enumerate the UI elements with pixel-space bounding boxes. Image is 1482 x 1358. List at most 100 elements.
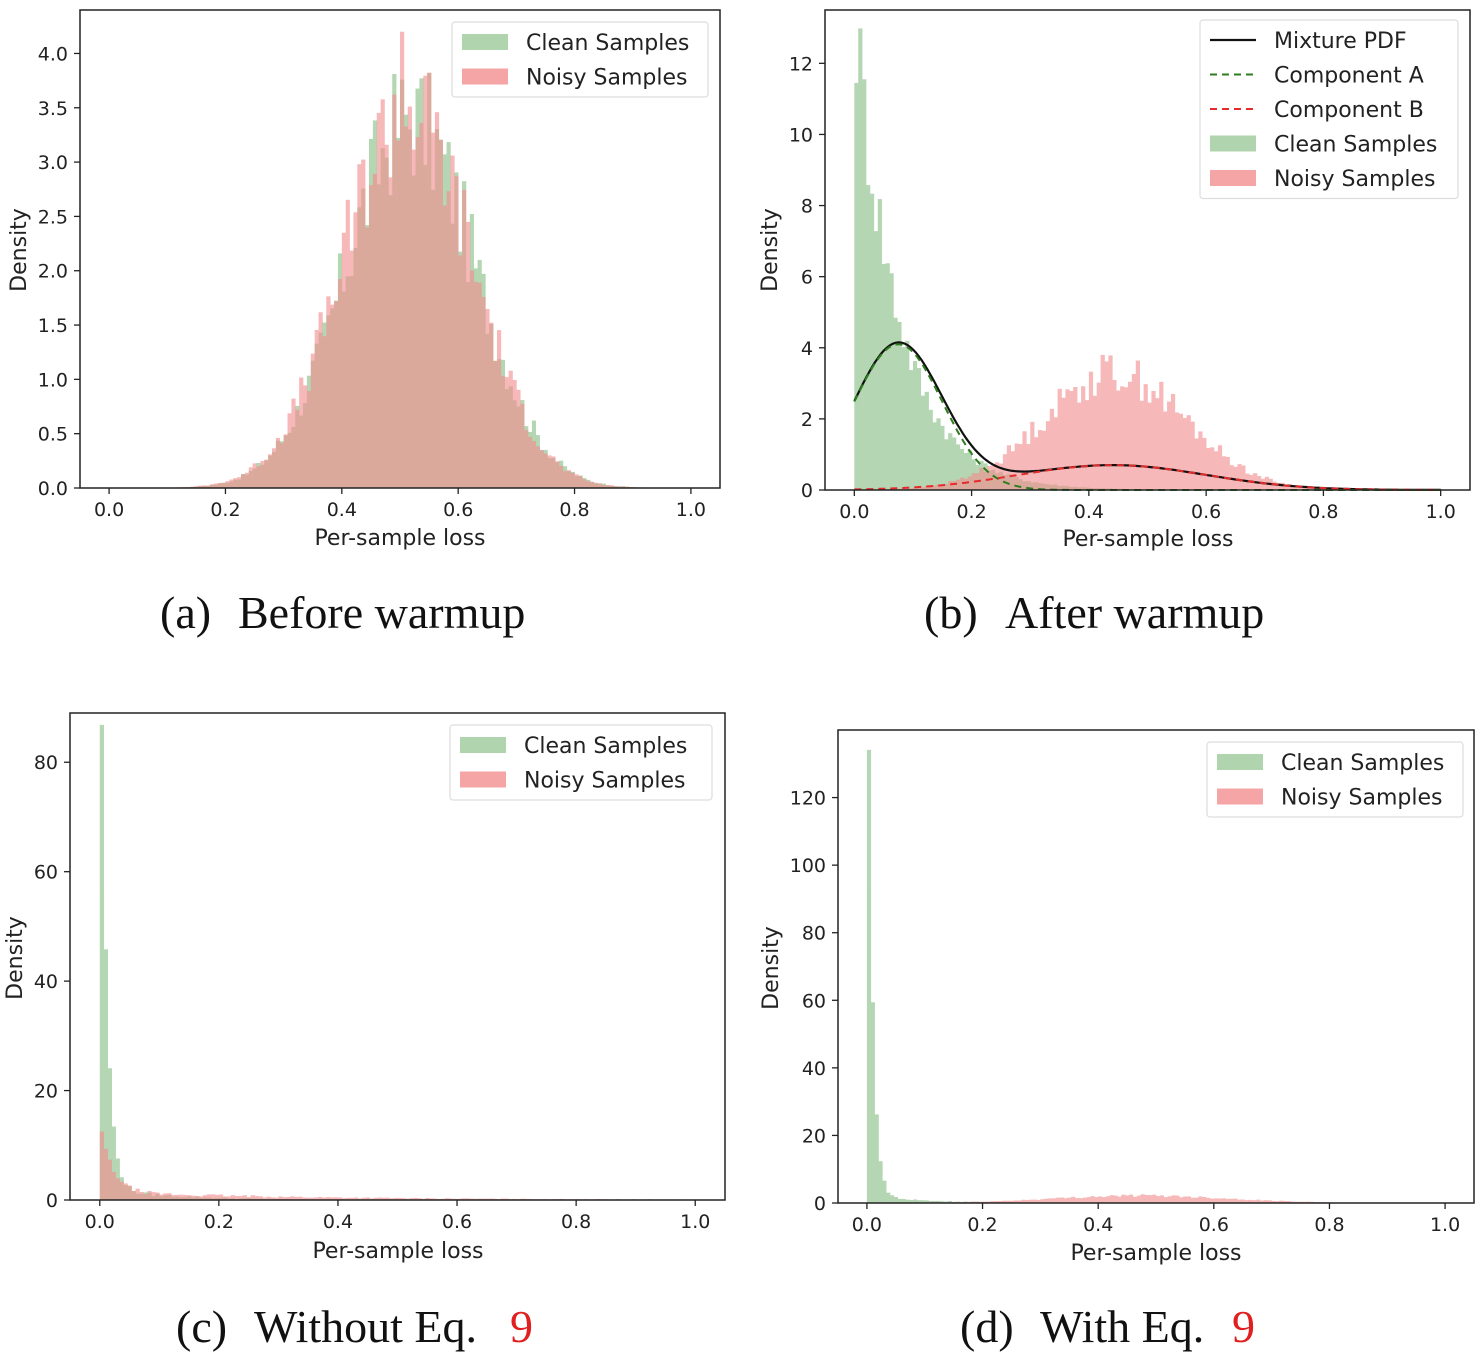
x-axis-label: Per-sample loss: [312, 1239, 483, 1264]
histogram-bar: [578, 476, 583, 488]
equation-ref-link[interactable]: 9: [1232, 1301, 1255, 1352]
histogram-bar: [1120, 386, 1125, 490]
x-tick-label: 0.2: [956, 501, 986, 523]
x-tick-label: 0.0: [85, 1211, 115, 1233]
histogram-bar: [1217, 445, 1223, 490]
equation-ref-link[interactable]: 9: [510, 1301, 533, 1352]
series-noisy: [99, 1131, 696, 1200]
histogram-bar: [1233, 466, 1238, 490]
histogram-bar: [885, 263, 890, 490]
histogram-bar: [286, 1196, 291, 1200]
y-tick-label: 60: [802, 990, 826, 1012]
plot-area: 0.0 0.2 0.4 0.6 0.8 1.0 0 20 40 60 80 100 120 Clean S…: [790, 729, 1475, 1236]
legend: Mixture PDF Component A Component B Clean S…: [1199, 19, 1459, 200]
histogram-bar: [99, 724, 105, 1200]
y-tick-label: 4: [801, 338, 813, 360]
histogram-bar: [135, 1188, 140, 1200]
histogram-bar: [613, 486, 618, 488]
histogram-bar: [1190, 421, 1195, 490]
histogram-bar: [368, 185, 374, 488]
histogram-bar: [1057, 388, 1062, 490]
y-tick-label: 0.0: [38, 478, 68, 500]
histogram-bar: [1148, 1195, 1153, 1203]
histogram-bar: [461, 1198, 466, 1200]
histogram-bar: [1167, 1196, 1172, 1203]
histogram-bar: [1124, 387, 1129, 490]
histogram-bar: [1040, 1199, 1045, 1203]
legend-swatch: [462, 68, 508, 85]
histogram-bar: [959, 477, 965, 490]
histogram-bar: [357, 164, 362, 488]
histogram-bar: [882, 1180, 887, 1203]
histogram-bar: [381, 1197, 386, 1200]
histogram-bar: [115, 1178, 120, 1200]
histogram-bar: [365, 1197, 371, 1200]
histogram-bar: [932, 485, 937, 490]
histogram-bar: [123, 1183, 128, 1200]
histogram-bar: [287, 413, 292, 488]
histogram-bar: [401, 1198, 406, 1200]
histogram-bar: [881, 263, 886, 490]
panel-a: 0.0 0.2 0.4 0.6 0.8 1.0 0.0 0.5 1.0 1.5 2.0 2.5 3.0 3…: [7, 9, 721, 638]
histogram-bar: [1088, 371, 1094, 490]
histogram-bar: [275, 437, 281, 488]
histogram-bar: [392, 94, 397, 488]
y-tick-label: 10: [789, 124, 813, 146]
histogram-bar: [464, 1198, 470, 1200]
histogram-bar: [1005, 1200, 1010, 1203]
histogram-bar: [1186, 415, 1191, 490]
histogram-bar: [1024, 1199, 1030, 1203]
histogram-bar: [1065, 389, 1070, 490]
legend-frame: [451, 21, 709, 98]
y-tick-label: 0: [46, 1190, 58, 1212]
y-tick-label: 2: [801, 409, 813, 431]
histogram-bar: [597, 483, 602, 488]
histogram-bar: [1140, 1194, 1145, 1203]
histogram-bar: [1263, 1200, 1269, 1203]
histogram-bar: [171, 1195, 176, 1200]
histogram-bar: [380, 99, 385, 488]
histogram-bar: [1319, 488, 1324, 490]
histogram-bar: [893, 317, 898, 490]
histogram-bar: [349, 1197, 355, 1200]
histogram-bar: [409, 1198, 414, 1200]
histogram-bar: [508, 370, 513, 488]
histogram-bar: [1082, 1197, 1087, 1203]
histogram-bar: [570, 472, 575, 488]
x-axis-label: Per-sample loss: [1070, 1241, 1241, 1266]
histogram-bar: [151, 1192, 156, 1200]
histogram-bar: [1034, 437, 1039, 490]
histogram-bar: [1311, 487, 1316, 490]
x-tick-label: 0.6: [442, 1211, 472, 1233]
histogram-bar: [1210, 447, 1215, 490]
histogram-bar: [504, 377, 509, 488]
histogram-bar: [928, 1200, 933, 1203]
histogram-bar: [244, 472, 250, 488]
legend-entry-label: Component B: [1274, 98, 1424, 123]
histogram-bar: [500, 375, 506, 488]
histogram-bar: [384, 144, 389, 489]
y-tick-label: 8: [801, 196, 813, 218]
histogram-bar: [1287, 1201, 1292, 1203]
histogram-bar: [1051, 1198, 1057, 1203]
series-clean: [99, 724, 386, 1200]
histogram-bar: [586, 481, 591, 488]
histogram-bar: [555, 461, 560, 488]
series-noisy: [913, 1194, 1373, 1203]
histogram-bar: [893, 1196, 899, 1203]
histogram-bar: [411, 149, 416, 488]
histogram-bar: [194, 486, 199, 488]
histogram-bar: [909, 488, 914, 490]
histogram-bar: [997, 1200, 1003, 1203]
legend-swatch: [460, 737, 506, 753]
histogram-bar: [1229, 1198, 1234, 1203]
x-tick-label: 0.4: [327, 499, 357, 521]
histogram-bar: [266, 1196, 271, 1200]
histogram-bar: [1105, 1196, 1111, 1203]
histogram-bar: [1113, 1195, 1118, 1203]
histogram-bar: [959, 448, 965, 490]
histogram-bar: [213, 483, 218, 488]
histogram-bar: [330, 1197, 335, 1200]
histogram-bar: [932, 422, 937, 490]
histogram-bar: [400, 31, 405, 489]
